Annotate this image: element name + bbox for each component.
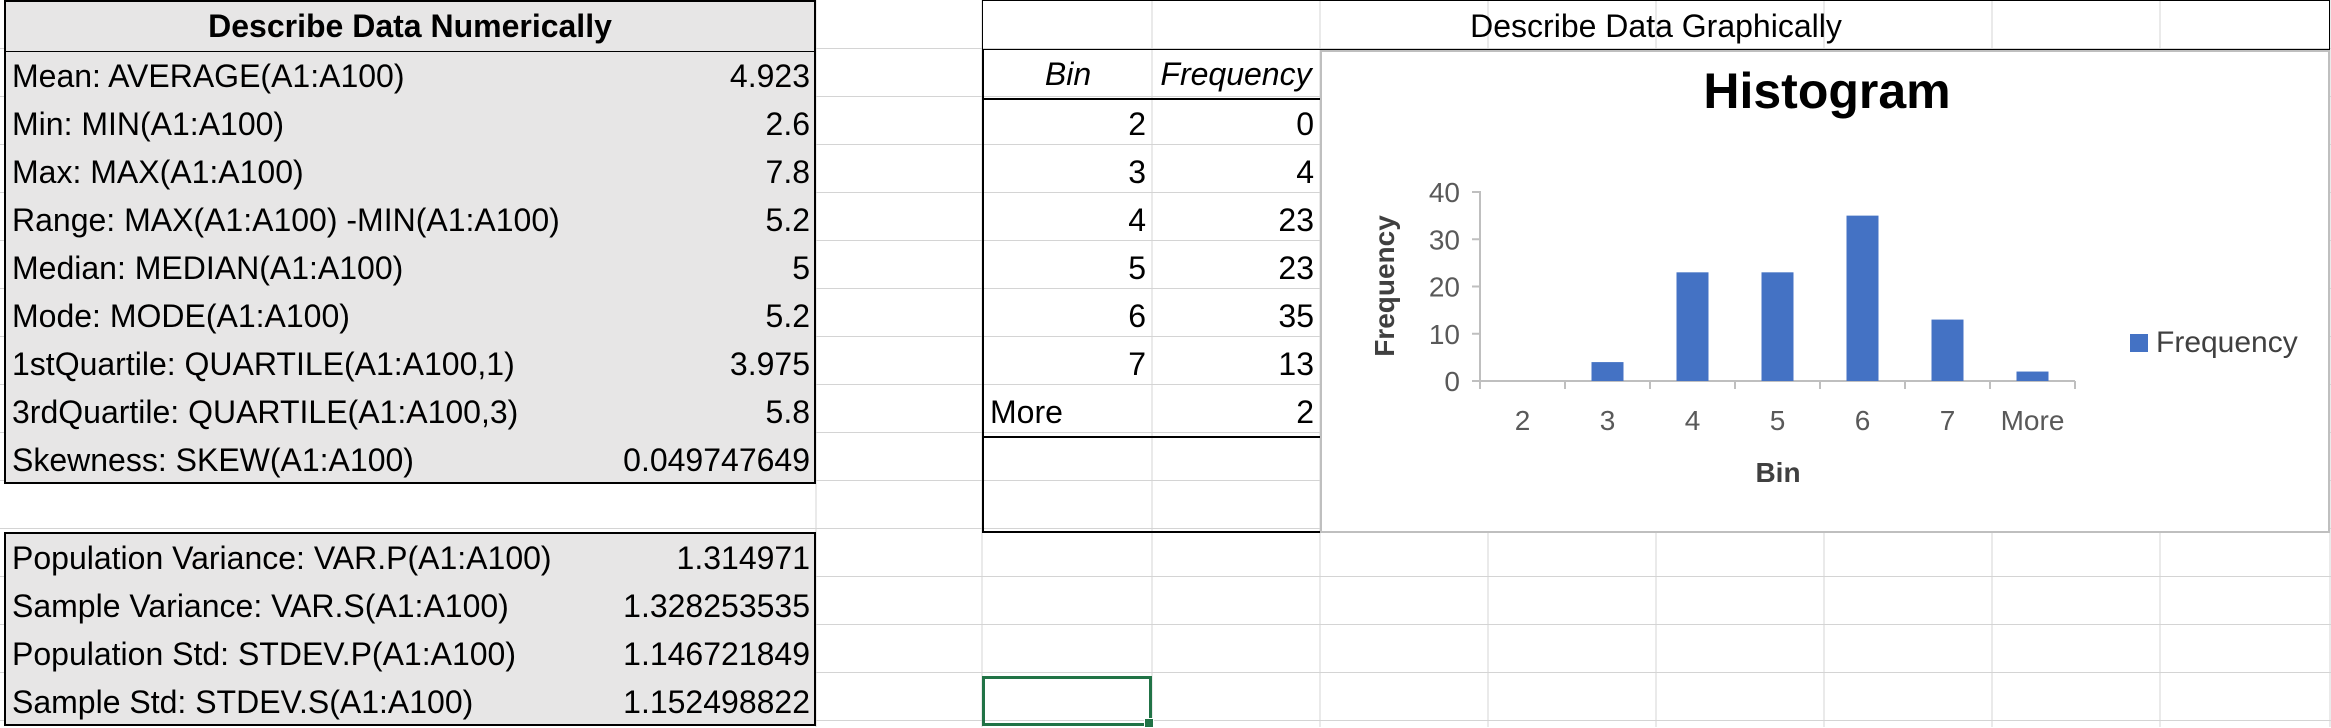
table-row[interactable]: More 2 bbox=[984, 388, 1320, 438]
frequency-cell: 4 bbox=[1296, 154, 1314, 190]
stat-label: Sample Std: STDEV.S(A1:A100) bbox=[12, 684, 474, 720]
y-tick-label: 10 bbox=[1429, 319, 1460, 350]
stat-value: 2.6 bbox=[765, 106, 810, 142]
x-tick-label: More bbox=[2001, 405, 2065, 436]
frequency-table-header: Bin Frequency bbox=[984, 50, 1320, 100]
x-tick-label: 5 bbox=[1770, 405, 1786, 436]
stat-row[interactable]: Sample Std: STDEV.S(A1:A100) 1.152498822 bbox=[6, 678, 814, 726]
bin-cell: 2 bbox=[1128, 106, 1146, 142]
x-tick-label: 6 bbox=[1855, 405, 1871, 436]
bin-cell: 3 bbox=[1128, 154, 1146, 190]
selected-cell[interactable] bbox=[982, 676, 1154, 728]
table-row[interactable]: 6 35 bbox=[984, 292, 1320, 340]
bin-cell: 5 bbox=[1128, 250, 1146, 286]
stat-label: Range: MAX(A1:A100) -MIN(A1:A100) bbox=[12, 202, 560, 238]
stat-row[interactable]: Range: MAX(A1:A100) -MIN(A1:A100) 5.2 bbox=[6, 196, 814, 244]
stat-row[interactable]: Median: MEDIAN(A1:A100) 5 bbox=[6, 244, 814, 292]
stat-value: 1.152498822 bbox=[623, 684, 810, 720]
frequency-cell: 0 bbox=[1296, 106, 1314, 142]
stat-row[interactable]: Population Std: STDEV.P(A1:A100) 1.146721… bbox=[6, 630, 814, 678]
stat-row[interactable]: Skewness: SKEW(A1:A100) 0.049747649 bbox=[6, 436, 814, 484]
bin-header[interactable]: Bin bbox=[1044, 56, 1092, 92]
stat-value: 3.975 bbox=[729, 346, 810, 382]
numeric-summary-panel: Describe Data Numerically Mean: AVERAGE(… bbox=[4, 0, 816, 484]
y-tick-label: 30 bbox=[1429, 224, 1460, 255]
stat-label: Skewness: SKEW(A1:A100) bbox=[12, 442, 414, 478]
stat-row[interactable]: Mode: MODE(A1:A100) 5.2 bbox=[6, 292, 814, 340]
frequency-table: Bin Frequency 2 0 3 4 4 23 5 23 6 35 7 13 More 2 bbox=[982, 50, 1320, 533]
legend-swatch bbox=[2130, 334, 2148, 352]
table-row[interactable]: 4 23 bbox=[984, 196, 1320, 244]
stat-label: Median: MEDIAN(A1:A100) bbox=[12, 250, 404, 286]
histogram-bar bbox=[1591, 362, 1624, 381]
histogram-bar bbox=[1761, 272, 1794, 381]
histogram-chart[interactable]: Histogram 0 10 20 30 40 2 3 4 5 6 7 More Bin Frequency… bbox=[1320, 50, 2330, 533]
stat-value: 1.328253535 bbox=[623, 588, 810, 624]
frequency-header[interactable]: Frequency bbox=[1160, 56, 1312, 92]
stat-label: Max: MAX(A1:A100) bbox=[12, 154, 304, 190]
stat-row[interactable]: 1stQuartile: QUARTILE(A1:A100,1) 3.975 bbox=[6, 340, 814, 388]
stat-row[interactable]: 3rdQuartile: QUARTILE(A1:A100,3) 5.8 bbox=[6, 388, 814, 436]
stat-label: Population Variance: VAR.P(A1:A100) bbox=[12, 540, 552, 576]
x-tick-label: 7 bbox=[1940, 405, 1956, 436]
frequency-cell: 23 bbox=[1278, 202, 1314, 238]
y-tick-label: 40 bbox=[1429, 177, 1460, 208]
chart-title: Histogram bbox=[1703, 63, 1950, 119]
frequency-cell: 35 bbox=[1278, 298, 1314, 334]
histogram-svg: Histogram 0 10 20 30 40 2 3 4 5 6 7 More Bin Frequency… bbox=[1369, 63, 2298, 488]
x-axis-label: Bin bbox=[1755, 457, 1800, 488]
stat-label: Mode: MODE(A1:A100) bbox=[12, 298, 350, 334]
stat-label: Mean: AVERAGE(A1:A100) bbox=[12, 58, 405, 94]
histogram-bar bbox=[1931, 319, 1964, 381]
numeric-title: Describe Data Numerically bbox=[208, 8, 612, 44]
histogram-bar bbox=[1676, 272, 1709, 381]
stat-value: 5.2 bbox=[765, 298, 810, 334]
stat-label: 1stQuartile: QUARTILE(A1:A100,1) bbox=[12, 346, 515, 382]
stat-label: Min: MIN(A1:A100) bbox=[12, 106, 285, 142]
bin-cell: 7 bbox=[1128, 346, 1146, 382]
graphic-title-cell[interactable]: Describe Data Graphically bbox=[982, 0, 2330, 50]
stat-label: Population Std: STDEV.P(A1:A100) bbox=[12, 636, 516, 672]
x-tick-label: 4 bbox=[1685, 405, 1701, 436]
stat-value: 0.049747649 bbox=[623, 442, 810, 478]
stat-value: 5.8 bbox=[765, 394, 810, 430]
bin-cell: 6 bbox=[1128, 298, 1146, 334]
stat-label: 3rdQuartile: QUARTILE(A1:A100,3) bbox=[12, 394, 519, 430]
stat-row[interactable]: Mean: AVERAGE(A1:A100) 4.923 bbox=[6, 52, 814, 100]
stat-row[interactable]: Sample Variance: VAR.S(A1:A100) 1.3282535… bbox=[6, 582, 814, 630]
stat-value: 5.2 bbox=[765, 202, 810, 238]
stat-value: 7.8 bbox=[765, 154, 810, 190]
stat-row[interactable]: Max: MAX(A1:A100) 7.8 bbox=[6, 148, 814, 196]
frequency-cell: 23 bbox=[1278, 250, 1314, 286]
variance-panel: Population Variance: VAR.P(A1:A100) 1.314… bbox=[4, 532, 816, 726]
stat-row[interactable]: Min: MIN(A1:A100) 2.6 bbox=[6, 100, 814, 148]
y-axis-label: Frequency bbox=[1369, 215, 1400, 357]
x-tick-label: 3 bbox=[1600, 405, 1616, 436]
stat-value: 1.146721849 bbox=[623, 636, 810, 672]
stat-value: 4.923 bbox=[729, 58, 810, 94]
x-tick-label: 2 bbox=[1515, 405, 1531, 436]
frequency-cell: 2 bbox=[1296, 394, 1314, 430]
bin-cell: 4 bbox=[1128, 202, 1146, 238]
y-tick-label: 20 bbox=[1429, 272, 1460, 303]
y-tick-label: 0 bbox=[1444, 366, 1460, 397]
table-row[interactable]: 5 23 bbox=[984, 244, 1320, 292]
stat-value: 1.314971 bbox=[676, 540, 810, 576]
numeric-title-cell[interactable]: Describe Data Numerically bbox=[6, 2, 814, 52]
stat-value: 5 bbox=[792, 250, 810, 286]
graphic-title: Describe Data Graphically bbox=[1470, 8, 1842, 44]
stat-row[interactable]: Population Variance: VAR.P(A1:A100) 1.314… bbox=[6, 534, 814, 582]
bin-cell: More bbox=[990, 394, 1063, 430]
legend-label: Frequency bbox=[2156, 326, 2298, 359]
stat-label: Sample Variance: VAR.S(A1:A100) bbox=[12, 588, 509, 624]
histogram-bar bbox=[1846, 215, 1879, 381]
frequency-cell: 13 bbox=[1278, 346, 1314, 382]
table-row[interactable]: 7 13 bbox=[984, 340, 1320, 388]
histogram-bar bbox=[2016, 371, 2049, 381]
